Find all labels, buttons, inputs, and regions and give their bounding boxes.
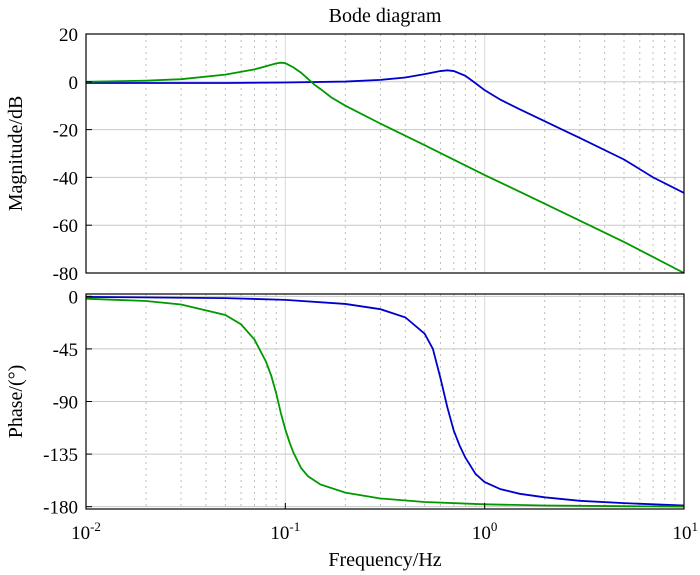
x-tick-label: 100 xyxy=(472,519,498,544)
x-tick-labels: 10-2 10-1 100 101 xyxy=(71,503,698,544)
magnitude-y-tick-label: 0 xyxy=(69,73,79,94)
magnitude-y-tick-label: -60 xyxy=(53,216,78,237)
phase-y-tick-label: -180 xyxy=(43,498,78,519)
chart-title: Bode diagram xyxy=(329,5,442,27)
magnitude-y-axis-label: Magnitude/dB xyxy=(5,96,27,212)
phase-panel: 0 -45 -90 -135 -180 10-2 10-1 100 101 Phase/(°)… xyxy=(5,287,698,571)
magnitude-y-tick-label: -40 xyxy=(53,168,78,189)
phase-y-tick-label: -90 xyxy=(53,393,78,414)
magnitude-y-tick-label: -20 xyxy=(53,121,78,142)
phase-y-tick-label: -135 xyxy=(43,445,78,466)
x-axis-label: Frequency/Hz xyxy=(328,549,441,571)
magnitude-y-tick-labels: 20 0 -20 -40 -60 -80 xyxy=(53,25,92,285)
magnitude-y-tick-label: -80 xyxy=(53,264,78,285)
magnitude-series-line-2 xyxy=(85,61,685,274)
phase-y-tick-labels: 0 -45 -90 -135 -180 xyxy=(43,287,92,519)
magnitude-series-group xyxy=(85,61,685,274)
magnitude-series-line-1 xyxy=(86,69,685,194)
magnitude-plot-frame xyxy=(85,33,685,274)
phase-y-tick-label: 0 xyxy=(69,287,79,308)
phase-y-tick-label: -45 xyxy=(53,340,78,361)
phase-grid xyxy=(86,294,684,509)
phase-series-group xyxy=(85,296,685,508)
phase-series-line-1 xyxy=(85,296,685,507)
magnitude-panel: 20 0 -20 -40 -60 -80 Bode diagram Magnitude/d… xyxy=(5,5,685,285)
x-tick-label: 10-1 xyxy=(270,519,300,544)
magnitude-y-tick-label: 20 xyxy=(59,25,78,46)
magnitude-grid xyxy=(86,34,684,273)
phase-y-axis-label: Phase/(°) xyxy=(5,365,27,439)
x-tick-label: 101 xyxy=(673,519,699,544)
phase-series-line-2 xyxy=(85,297,685,508)
x-tick-label: 10-2 xyxy=(71,519,101,544)
